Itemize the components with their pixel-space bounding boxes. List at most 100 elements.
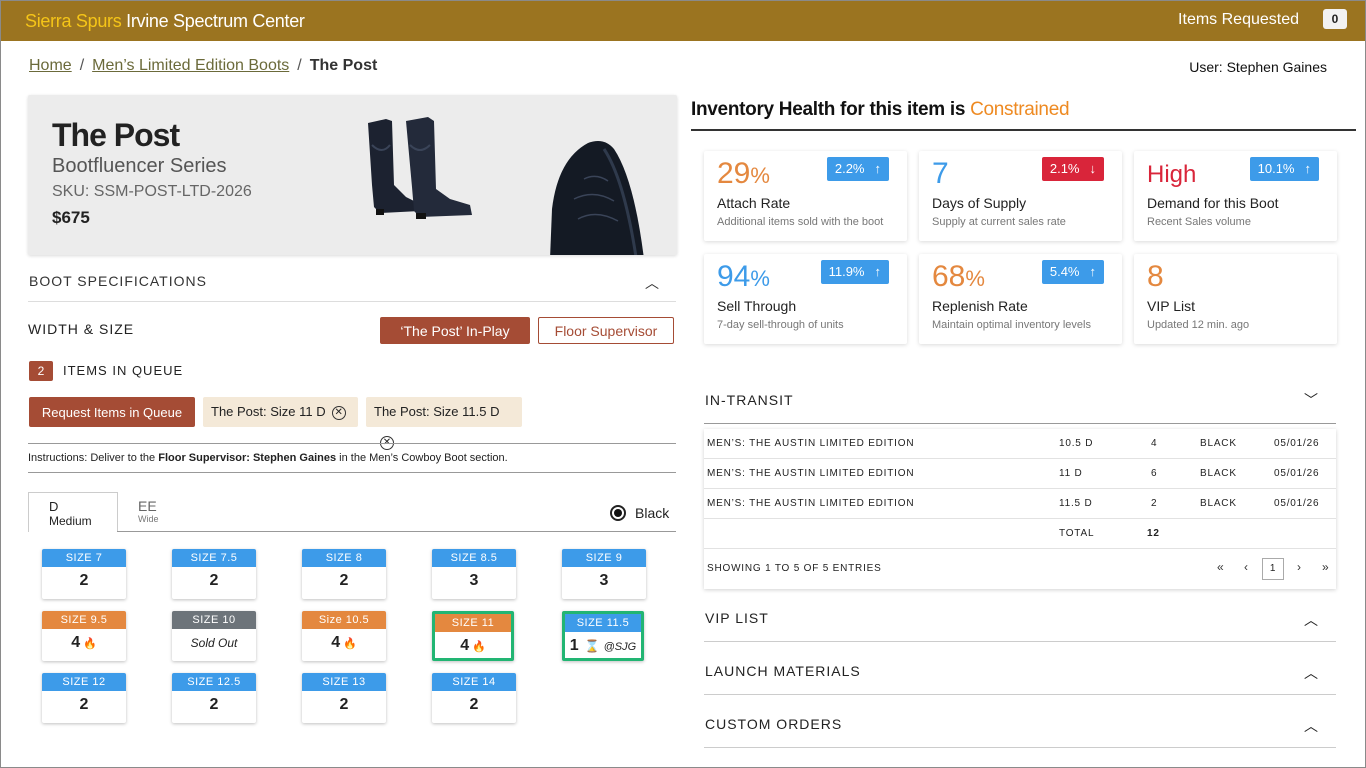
breadcrumb-current: The Post <box>309 57 378 74</box>
arrow-up-icon: ↑ <box>1089 264 1097 279</box>
queue-count-badge: 2 <box>29 361 53 381</box>
items-requested-label[interactable]: Items Requested <box>1178 11 1299 28</box>
hourglass-icon: ⌛ <box>584 639 600 653</box>
size-card-quantity: 2 <box>79 696 89 713</box>
items-requested-count[interactable]: 0 <box>1323 9 1347 29</box>
in-transit-table: MEN’S: THE AUSTIN LIMITED EDITION 10.5 D 4… <box>704 429 1336 589</box>
metric-card[interactable]: 94% Sell Through 7-day sell-through of uni… <box>704 254 907 344</box>
metric-delta-value: 5.4% <box>1049 264 1080 279</box>
size-card[interactable]: SIZE 11 4 🔥 <box>432 611 514 661</box>
tab-width-medium[interactable]: D Medium <box>28 492 118 532</box>
close-icon[interactable]: ✕ <box>380 435 394 450</box>
boot-pair-image <box>368 117 472 219</box>
metric-card[interactable]: 8 VIP List Updated 12 min. ago <box>1134 254 1337 344</box>
metric-label: Replenish Rate <box>932 298 1028 314</box>
divider <box>704 747 1336 748</box>
size-card[interactable]: Size 10.5 4 🔥 <box>302 611 386 661</box>
size-card[interactable]: SIZE 8.5 3 <box>432 549 516 599</box>
chevron-up-icon[interactable]: ︿ <box>645 275 659 291</box>
size-card-label: SIZE 12.5 <box>172 673 256 691</box>
metric-number: 8 <box>1147 260 1164 293</box>
table-total-row: TOTAL 12 <box>704 519 1336 549</box>
first-page-icon[interactable]: « <box>1217 560 1225 574</box>
custom-orders-header[interactable]: CUSTOM ORDERS <box>705 716 843 732</box>
metric-description: Updated 12 min. ago <box>1147 319 1250 331</box>
metric-card[interactable]: High Demand for this Boot Recent Sales vol… <box>1134 151 1337 241</box>
size-card-label: SIZE 12 <box>42 673 126 691</box>
metric-card[interactable]: 7 Days of Supply Supply at current sales r… <box>919 151 1122 241</box>
total-value: 12 <box>1147 528 1160 539</box>
close-icon[interactable]: ✕ <box>331 405 346 420</box>
metric-value: High <box>1147 161 1196 189</box>
metric-description: Additional items sold with the boot <box>717 216 884 228</box>
metric-number: 94 <box>717 260 751 293</box>
tab-width-name: Medium <box>49 514 92 528</box>
next-page-icon[interactable]: › <box>1297 560 1302 574</box>
size-card[interactable]: SIZE 9 3 <box>562 549 646 599</box>
metric-delta-badge: 5.4% ↑ <box>1041 260 1104 284</box>
request-items-button[interactable]: Request Items in Queue <box>29 397 195 427</box>
launch-materials-header[interactable]: LAUNCH MATERIALS <box>705 663 861 679</box>
breadcrumb-home-link[interactable]: Home <box>29 57 72 74</box>
size-card[interactable]: SIZE 7.5 2 <box>172 549 256 599</box>
size-card[interactable]: SIZE 13 2 <box>302 673 386 723</box>
store-brand[interactable]: Sierra Spurs Irvine Spectrum Center <box>25 11 305 32</box>
item-name: MEN’S: THE AUSTIN LIMITED EDITION <box>707 438 915 449</box>
metric-value: 7 <box>932 157 949 191</box>
table-row[interactable]: MEN’S: THE AUSTIN LIMITED EDITION 11.5 D 2… <box>704 489 1336 519</box>
metric-delta-value: 2.1% <box>1049 161 1080 176</box>
table-row[interactable]: MEN’S: THE AUSTIN LIMITED EDITION 11 D 6 BL… <box>704 459 1336 489</box>
size-card-value: Sold Out <box>172 629 256 657</box>
size-card[interactable]: SIZE 14 2 <box>432 673 516 723</box>
size-card[interactable]: SIZE 7 2 <box>42 549 126 599</box>
metric-card[interactable]: 29% Attach Rate Additional items sold with… <box>704 151 907 241</box>
store-location: Irvine Spectrum Center <box>126 11 305 31</box>
arrow-up-icon: ↑ <box>874 264 882 279</box>
page-number-button[interactable]: 1 <box>1262 558 1284 580</box>
metric-delta-badge: 11.9% ↑ <box>820 260 889 284</box>
product-sku: SKU: SSM-POST-LTD-2026 <box>52 183 252 200</box>
floor-supervisor-button[interactable]: Floor Supervisor <box>538 317 674 344</box>
size-card-value: 2 <box>432 691 516 719</box>
chevron-up-icon[interactable]: ︿ <box>1304 718 1318 734</box>
chevron-up-icon[interactable]: ︿ <box>1304 665 1318 681</box>
brand-name: Sierra Spurs <box>25 11 122 31</box>
prev-page-icon[interactable]: ‹ <box>1244 560 1249 574</box>
size-card-quantity: 2 <box>339 696 349 713</box>
size-card[interactable]: SIZE 12.5 2 <box>172 673 256 723</box>
last-page-icon[interactable]: » <box>1322 560 1330 574</box>
size-card-label: SIZE 11.5 <box>565 614 641 632</box>
size-card[interactable]: SIZE 11.5 1 ⌛ @SJG <box>562 611 644 661</box>
metric-card[interactable]: 68% Replenish Rate Maintain optimal invent… <box>919 254 1122 344</box>
size-card-quantity: 4 <box>331 634 341 651</box>
breadcrumb: Home / Men’s Limited Edition Boots / The Pos… <box>29 57 377 75</box>
size-card[interactable]: SIZE 8 2 <box>302 549 386 599</box>
size-card-label: SIZE 8 <box>302 549 386 567</box>
metric-delta-badge: 2.1% ↓ <box>1041 157 1104 181</box>
table-row[interactable]: MEN’S: THE AUSTIN LIMITED EDITION 10.5 D 4… <box>704 429 1336 459</box>
size-card[interactable]: SIZE 12 2 <box>42 673 126 723</box>
boot-specs-header[interactable]: BOOT SPECIFICATIONS <box>29 273 207 289</box>
item-size: 11.5 D <box>1059 498 1093 509</box>
entries-summary: SHOWING 1 TO 5 OF 5 ENTRIES <box>707 563 882 574</box>
vip-list-header[interactable]: VIP LIST <box>705 610 769 626</box>
metric-description: Supply at current sales rate <box>932 216 1066 228</box>
size-card-label: SIZE 13 <box>302 673 386 691</box>
size-card[interactable]: SIZE 10 Sold Out <box>172 611 256 661</box>
item-name: MEN’S: THE AUSTIN LIMITED EDITION <box>707 468 915 479</box>
in-transit-header[interactable]: IN-TRANSIT <box>705 392 794 408</box>
tab-width-wide[interactable]: EE Wide <box>138 498 159 524</box>
metric-delta-badge: 2.2% ↑ <box>826 157 889 181</box>
chevron-down-icon[interactable]: ﹀ <box>1304 392 1318 408</box>
chevron-up-icon[interactable]: ︿ <box>1304 612 1318 628</box>
metric-unit: % <box>965 266 985 291</box>
color-radio-black[interactable] <box>610 505 626 521</box>
divider <box>704 694 1336 695</box>
size-card-quantity: Sold Out <box>190 636 238 650</box>
metric-number: 7 <box>932 157 949 190</box>
size-card[interactable]: SIZE 9.5 4 🔥 <box>42 611 126 661</box>
in-play-button[interactable]: ‘The Post’ In-Play <box>380 317 530 344</box>
size-card-value: 2 <box>302 567 386 595</box>
breadcrumb-category-link[interactable]: Men’s Limited Edition Boots <box>92 57 290 74</box>
